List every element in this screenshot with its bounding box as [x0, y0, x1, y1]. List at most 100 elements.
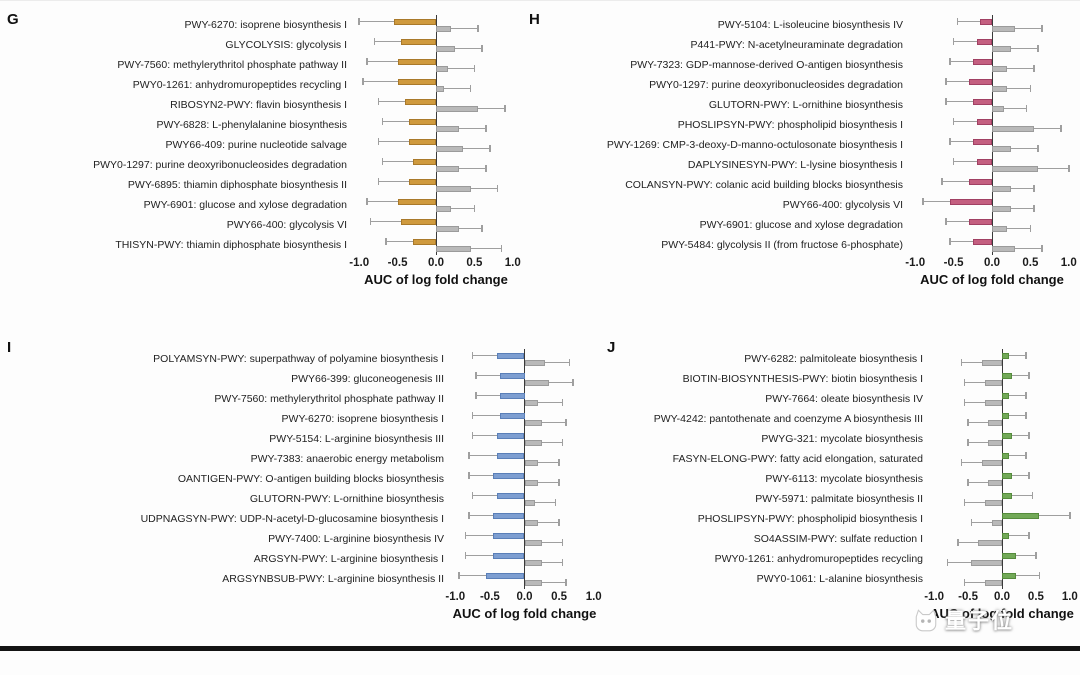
- bar-row: PWY-6895: thiamin diphosphate biosynthes…: [2, 175, 522, 195]
- axis-ticks: -1.0 -0.5 0.0 0.5 1.0: [924, 589, 1078, 604]
- error-whisker-cap: [561, 559, 564, 566]
- category-label: PWY-6901: glucose and xylose degradation: [143, 198, 347, 211]
- axis-row: -1.0 -0.5 0.0 0.5 1.0: [2, 255, 522, 270]
- data-bar: [988, 439, 1002, 446]
- zero-line: [524, 429, 525, 449]
- plot-area: [926, 509, 1078, 529]
- error-whisker: [949, 240, 973, 243]
- data-bar: [972, 238, 992, 245]
- error-whisker-cap: [489, 145, 491, 152]
- error-whisker-cap: [963, 379, 966, 386]
- bar-row: PWY-7383: anaerobic energy metabolism: [2, 449, 602, 469]
- error-whisker: [538, 481, 560, 484]
- axis-tick-label: -0.5: [479, 591, 500, 603]
- data-bar: [436, 45, 456, 52]
- plot-area: [350, 175, 522, 195]
- bar-row: PWY66-400: glycolysis VI: [524, 195, 1078, 215]
- data-bar: [524, 579, 542, 586]
- plot-area: [906, 55, 1078, 75]
- error-whisker-cap: [970, 519, 973, 526]
- category-label: PHOSLIPSYN-PWY: phospholipid biosynthesi…: [697, 512, 923, 525]
- category-label: PWY66-400: glycolysis VI: [782, 198, 903, 211]
- data-bar: [436, 85, 444, 92]
- bar-row: GLYCOLYSIS: glycolysis I: [2, 35, 522, 55]
- plot-area: [926, 349, 1078, 369]
- bar-row: PWY-7400: L-arginine biosynthesis IV: [2, 529, 602, 549]
- data-bar: [401, 38, 436, 45]
- bar-row: OANTIGEN-PWY: O-antigen building blocks …: [2, 469, 602, 489]
- error-whisker: [1007, 227, 1031, 230]
- panel-I: I POLYAMSYN-PWY: superpathway of polyami…: [2, 323, 602, 675]
- plot-area: [926, 389, 1078, 409]
- error-whisker: [378, 180, 410, 183]
- data-bar: [397, 58, 436, 65]
- error-whisker-cap: [1035, 552, 1037, 559]
- error-whisker: [538, 521, 560, 524]
- error-whisker-cap: [377, 98, 380, 105]
- bottom-border-bar: [0, 646, 1080, 651]
- error-whisker-cap: [1037, 145, 1039, 152]
- category-label: SO4ASSIM-PWY: sulfate reduction I: [753, 532, 923, 545]
- axis-tick-label: 1.0: [1060, 257, 1077, 269]
- axis-tick-label: 1.0: [504, 257, 521, 269]
- error-whisker: [945, 80, 969, 83]
- error-whisker: [469, 514, 494, 517]
- data-bar: [436, 145, 463, 152]
- panel-letter-I: I: [7, 339, 12, 356]
- axis-ticks: -1.0 -0.5 0.0 0.5 1.0: [445, 589, 602, 604]
- error-whisker-cap: [1028, 472, 1030, 479]
- data-bar: [397, 198, 436, 205]
- error-whisker: [370, 220, 402, 223]
- data-bar: [524, 419, 542, 426]
- bar-row: PWY-5971: palmitate biosynthesis II: [602, 489, 1078, 509]
- error-whisker: [386, 240, 413, 243]
- plot-area: [447, 569, 602, 589]
- plot-area: [906, 75, 1078, 95]
- zero-line: [435, 15, 437, 35]
- watermark-text: 量子位: [945, 610, 1014, 633]
- category-label: RIBOSYN2-PWY: flavin biosynthesis I: [170, 98, 347, 111]
- error-whisker: [1008, 454, 1026, 457]
- error-whisker: [443, 87, 471, 90]
- error-whisker: [478, 107, 506, 110]
- zero-line: [435, 155, 437, 175]
- category-label: ARGSYNBSUB-PWY: L-arginine biosynthesis …: [222, 572, 444, 585]
- error-whisker-cap: [952, 118, 955, 125]
- bar-row: PWY0-1061: L-alanine biosynthesis: [602, 569, 1078, 589]
- data-bar: [992, 65, 1008, 72]
- error-whisker-cap: [949, 138, 951, 145]
- error-whisker-cap: [952, 38, 955, 45]
- plot-area: [906, 215, 1078, 235]
- bar-rows: PWY-6270: isoprene biosynthesis I GLYCOLY…: [2, 15, 522, 255]
- error-whisker-cap: [366, 198, 368, 205]
- zero-line: [435, 195, 437, 215]
- data-bar: [992, 165, 1039, 172]
- bar-row: PWY-5154: L-arginine biosynthesis III: [2, 429, 602, 449]
- zero-line: [435, 55, 437, 75]
- bar-row: PWYG-321: mycolate biosynthesis: [602, 429, 1078, 449]
- error-whisker: [957, 20, 981, 23]
- zero-line: [524, 409, 525, 429]
- error-whisker-cap: [1029, 225, 1032, 232]
- zero-line: [1001, 349, 1003, 369]
- error-whisker-cap: [477, 25, 479, 32]
- data-bar: [493, 532, 525, 539]
- zero-line: [435, 235, 437, 255]
- error-whisker-cap: [558, 479, 560, 486]
- plot-area: [906, 155, 1078, 175]
- axis-tick-label: 0.5: [1027, 591, 1044, 603]
- axis-tick-label: -1.0: [349, 257, 370, 269]
- plot-area: [350, 95, 522, 115]
- error-whisker-cap: [1038, 572, 1041, 579]
- data-bar: [992, 145, 1012, 152]
- data-bar: [1002, 412, 1009, 419]
- plot-area: [926, 549, 1078, 569]
- error-whisker-cap: [468, 452, 470, 459]
- error-whisker-cap: [504, 105, 506, 112]
- error-whisker: [1012, 374, 1030, 377]
- zero-line: [524, 449, 525, 469]
- axis-tick-label: 0.5: [466, 257, 483, 269]
- data-bar: [972, 58, 992, 65]
- zero-line: [1001, 389, 1003, 409]
- error-whisker: [1012, 494, 1033, 497]
